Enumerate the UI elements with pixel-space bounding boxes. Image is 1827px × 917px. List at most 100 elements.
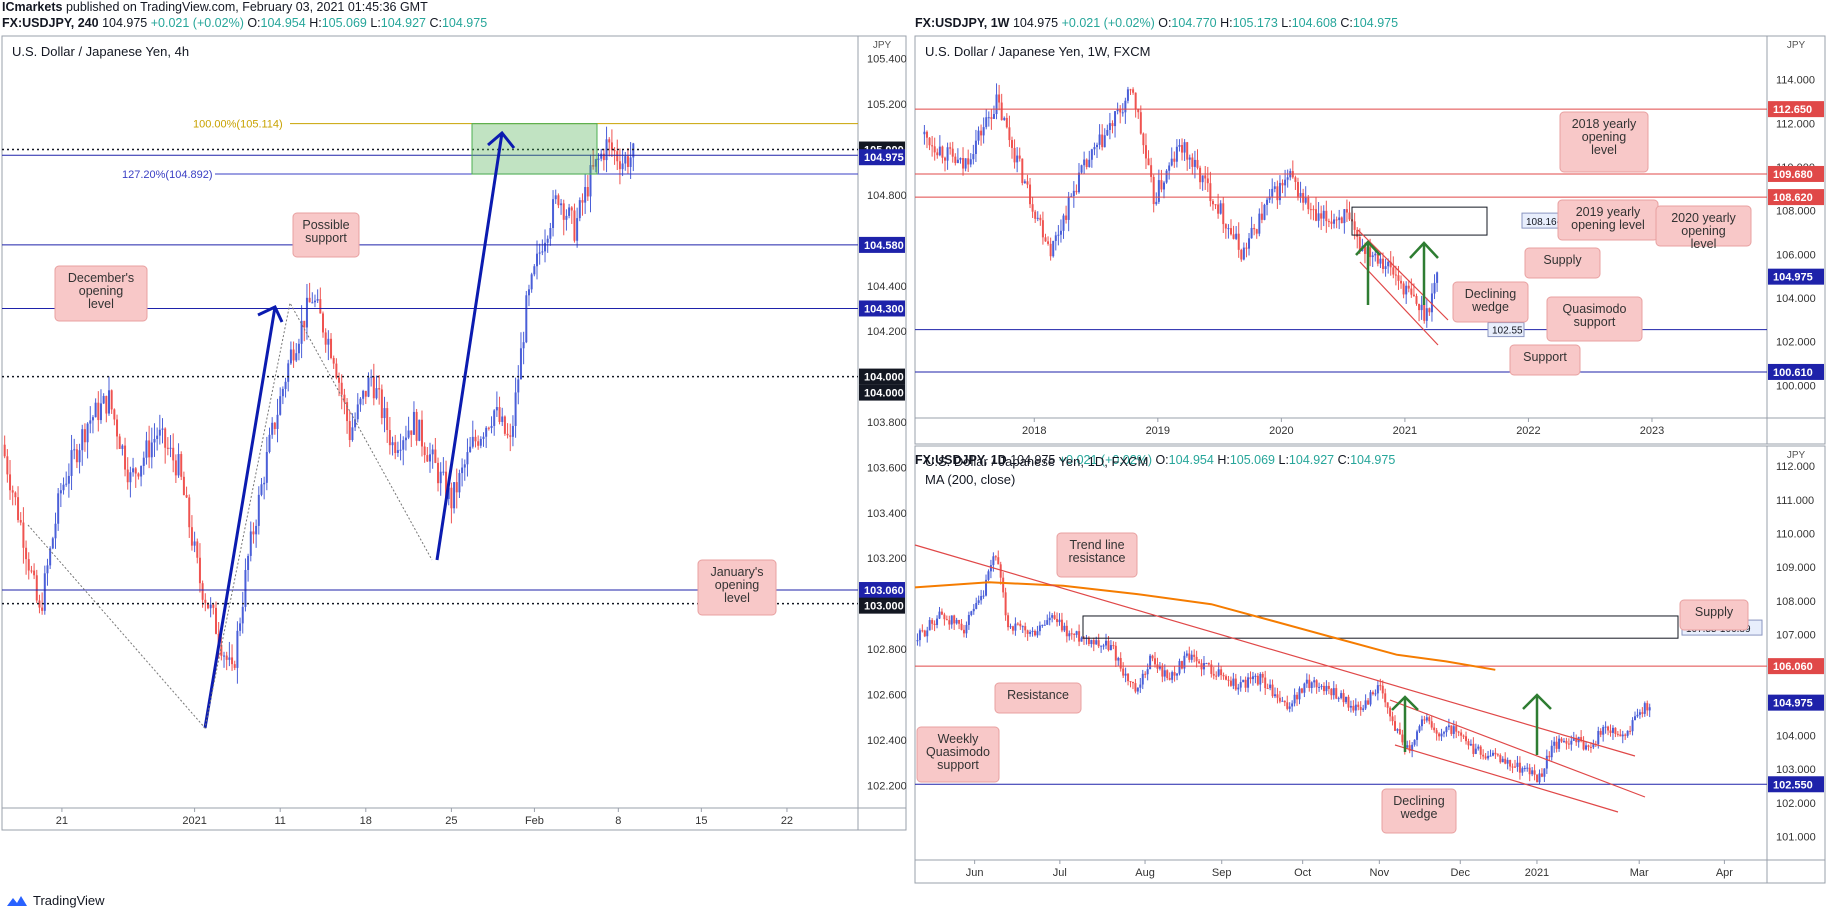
december-open-callout-text: opening: [79, 284, 124, 298]
candle-body: [1029, 631, 1032, 634]
left-change: +0.021 (+0.02%): [150, 16, 244, 30]
candle-body: [94, 402, 97, 418]
candle-body: [260, 484, 263, 495]
candle-body: [124, 445, 127, 470]
candle-body: [204, 599, 207, 603]
candle-body: [338, 377, 341, 383]
y-tick-label: 103.400: [867, 508, 907, 520]
candle-body: [265, 451, 268, 483]
candle-body: [1504, 758, 1507, 764]
candle-body: [1247, 677, 1250, 688]
x-tick-label: Nov: [1370, 867, 1390, 879]
supply-zone-box: [1082, 615, 1679, 639]
candle-body: [1009, 626, 1012, 628]
candle-body: [594, 159, 597, 167]
candle-body: [1163, 670, 1166, 677]
candle-body: [1484, 756, 1487, 759]
january-open-callout-box: [697, 559, 777, 616]
candle-body: [1271, 188, 1274, 197]
candle-body: [206, 602, 209, 609]
candle-body: [343, 394, 346, 403]
x-tick-label: Dec: [1450, 867, 1470, 879]
candle-body: [1340, 217, 1343, 224]
candle-body: [399, 449, 402, 451]
tag-106060: 106.060: [1773, 661, 1813, 673]
candle-body: [1394, 274, 1397, 276]
yearly-2020-callout-text: 2020 yearly: [1671, 211, 1736, 225]
br-open: 104.954: [1168, 453, 1214, 467]
candle-body: [174, 460, 177, 476]
y-tick-label: 103.600: [867, 462, 907, 474]
candle-body: [1330, 221, 1333, 224]
candle-body: [1057, 234, 1060, 236]
candle-body: [1560, 738, 1563, 742]
y-tick-label: 106.000: [1776, 249, 1816, 261]
candle-body: [967, 158, 970, 165]
candle-body: [1102, 645, 1105, 647]
candle-body: [1258, 213, 1261, 234]
candle-body: [1147, 158, 1150, 166]
candle-body: [605, 139, 608, 161]
candle-body: [992, 114, 995, 119]
candle-body: [1374, 693, 1377, 695]
candle-body: [410, 430, 413, 435]
candle-body: [1266, 199, 1269, 205]
y-tick-label: 109.000: [1776, 562, 1816, 574]
candle-body: [43, 573, 46, 611]
candle-body: [1019, 623, 1022, 627]
candle-body: [209, 604, 212, 609]
candle-body: [99, 403, 102, 421]
candle-body: [1582, 741, 1585, 750]
tag-103060-bg: [859, 582, 905, 599]
support-callout-text: Support: [1523, 350, 1567, 364]
candle-body: [985, 579, 988, 596]
candle-body: [1198, 661, 1201, 664]
candle-body: [354, 419, 357, 428]
candle-body: [616, 151, 619, 162]
candle-body: [1293, 694, 1296, 704]
candle-body: [1176, 673, 1179, 676]
candle-body: [1116, 109, 1119, 112]
candle-body: [1103, 135, 1106, 148]
candle-body: [228, 657, 231, 660]
candle-body: [1436, 272, 1439, 283]
candle-body: [1044, 237, 1047, 242]
left-last: 104.975: [102, 16, 148, 30]
candle-body: [62, 484, 65, 491]
candle-body: [322, 313, 324, 333]
candle-body: [1607, 726, 1610, 731]
candle-body: [994, 556, 997, 558]
candle-body: [49, 548, 52, 566]
tradingview-brand[interactable]: TradingView: [6, 893, 105, 908]
candle-body: [1288, 706, 1291, 709]
candle-body: [933, 623, 936, 625]
candle-body: [1060, 619, 1063, 631]
candle-body: [292, 349, 295, 361]
candle-body: [1604, 726, 1607, 728]
tag-104000-b-bg: [859, 384, 905, 401]
left-close: 104.975: [441, 16, 488, 30]
candle-body: [1278, 697, 1281, 702]
currency-label: JPY: [1787, 450, 1806, 461]
candle-body: [584, 187, 587, 203]
candle-body: [926, 630, 929, 637]
candle-body: [1072, 190, 1075, 197]
candle-body: [490, 425, 493, 428]
candle-body: [946, 147, 949, 161]
candle-body: [1134, 683, 1137, 692]
candle-body: [458, 473, 461, 493]
candle-body: [223, 655, 226, 657]
candle-body: [1472, 743, 1475, 754]
candle-body: [1374, 253, 1377, 256]
candle-body: [1592, 744, 1595, 748]
january-open-callout-text: level: [724, 591, 750, 605]
candle-body: [1411, 744, 1414, 752]
candle-body: [1256, 675, 1259, 685]
candle-body: [1477, 746, 1480, 749]
candle-body: [145, 440, 148, 458]
candle-body: [1523, 768, 1526, 770]
candle-body: [67, 475, 70, 484]
candle-body: [1129, 681, 1132, 683]
